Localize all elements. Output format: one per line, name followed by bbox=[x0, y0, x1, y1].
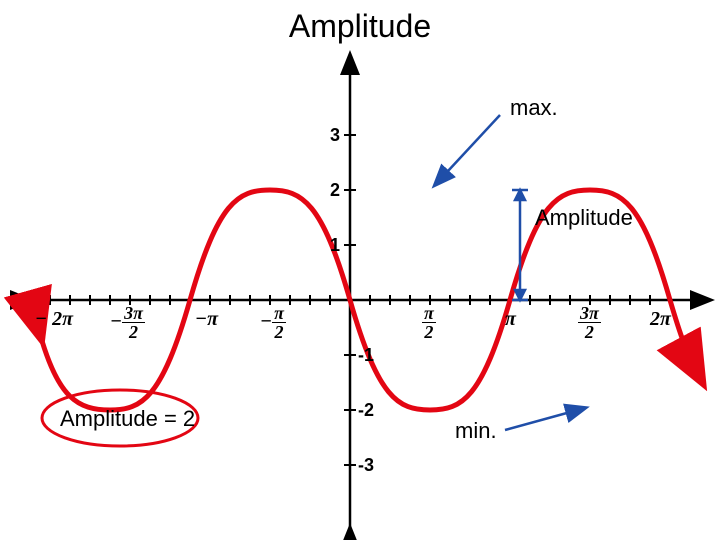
xtick-neg-2pi: − 2π bbox=[35, 308, 73, 331]
xtick-pi: π bbox=[505, 308, 516, 331]
xtick-3pi2: 3π2 bbox=[578, 304, 601, 341]
min-label: min. bbox=[455, 418, 497, 444]
ytick-3: 3 bbox=[330, 125, 340, 146]
amplitude-value-label: Amplitude = 2 bbox=[60, 406, 195, 432]
xtick-pi2: π2 bbox=[422, 304, 436, 341]
xtick-2pi: 2π bbox=[650, 308, 671, 331]
max-label: max. bbox=[510, 95, 558, 121]
max-arrow bbox=[435, 115, 500, 185]
ytick-n3: -3 bbox=[358, 455, 374, 476]
ytick-n2: -2 bbox=[358, 400, 374, 421]
xtick-neg-pi: −π bbox=[195, 308, 218, 331]
xtick-neg-3pi2: −3π2 bbox=[110, 304, 145, 341]
ytick-1: 1 bbox=[330, 235, 340, 256]
amplitude-label: Amplitude bbox=[535, 205, 633, 231]
min-arrow bbox=[505, 408, 585, 430]
ytick-n1: -1 bbox=[358, 345, 374, 366]
xtick-neg-pi2: −π2 bbox=[260, 304, 286, 341]
ytick-2: 2 bbox=[330, 180, 340, 201]
